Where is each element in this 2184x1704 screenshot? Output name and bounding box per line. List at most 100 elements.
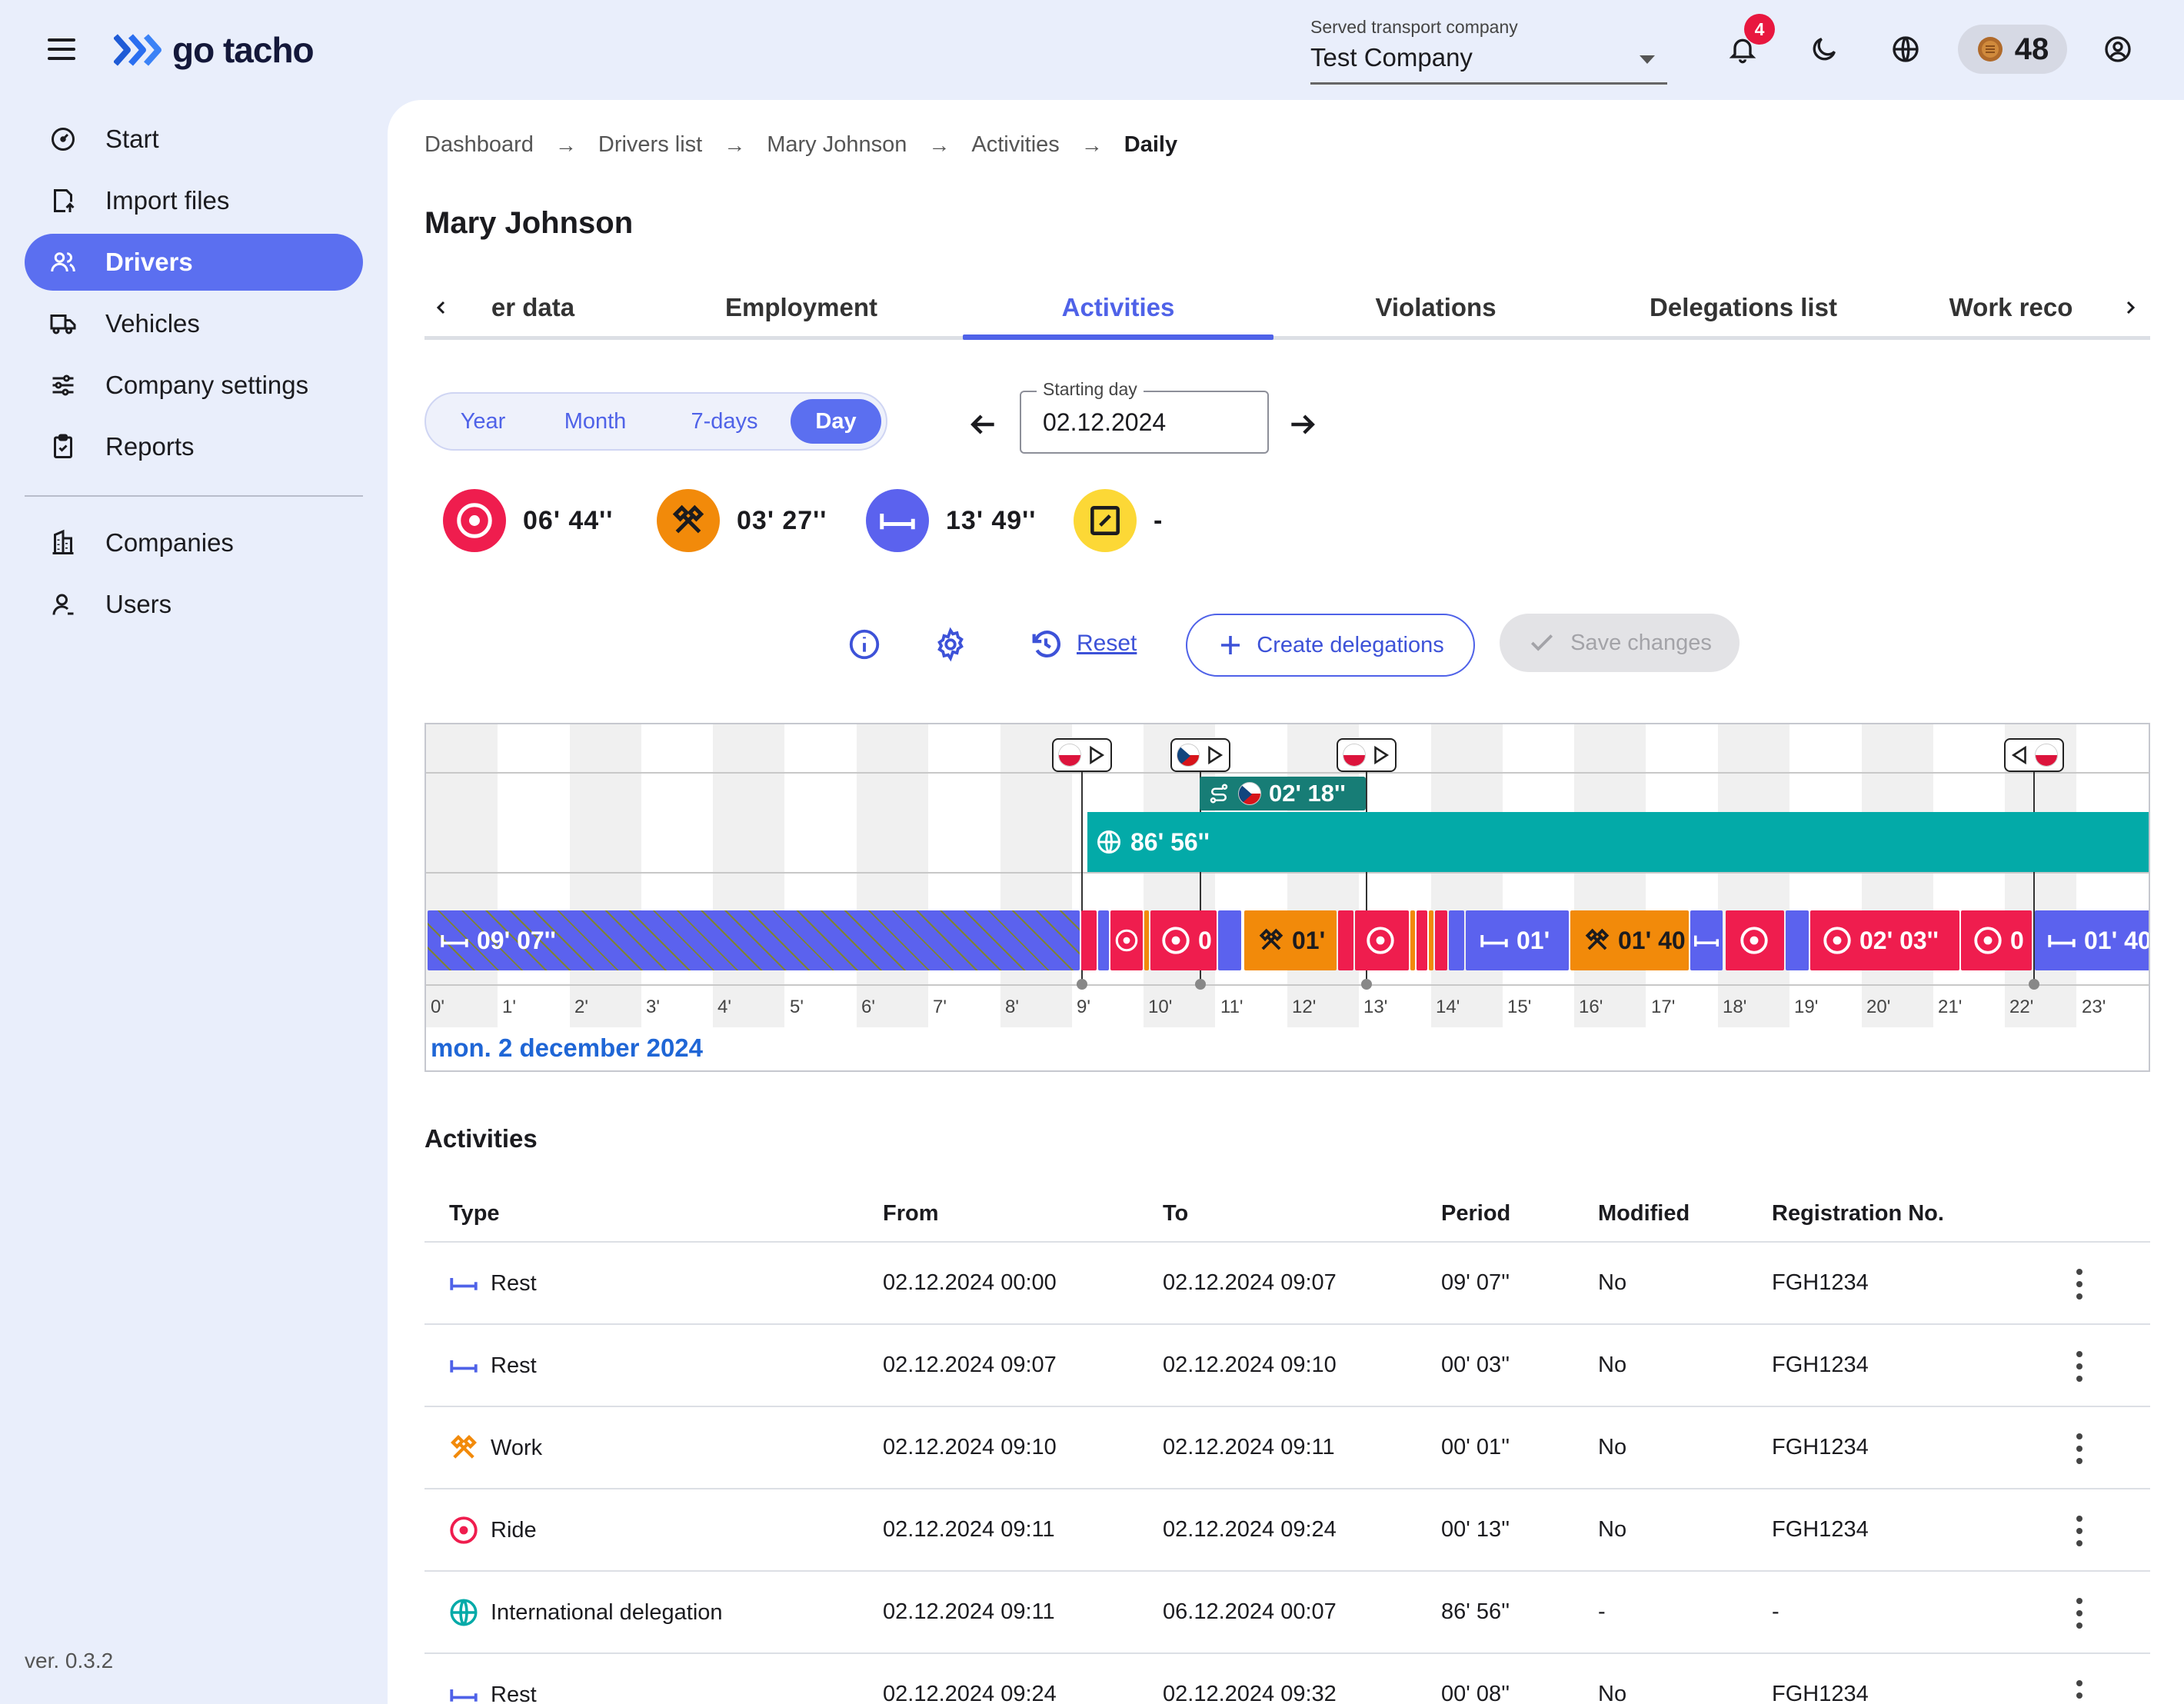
timeline-handle[interactable]	[2029, 979, 2039, 990]
arrow-right-icon[interactable]	[1286, 408, 1320, 441]
row-menu-icon[interactable]	[2064, 1430, 2095, 1467]
breadcrumb-activities[interactable]: Activities	[971, 132, 1060, 157]
sidebar-item-reports[interactable]: Reports	[25, 418, 363, 475]
activity-segment-rest[interactable]	[1690, 910, 1723, 970]
timeline-handle[interactable]	[1195, 979, 1206, 990]
column-header-registration[interactable]: Registration No.	[1772, 1201, 1944, 1226]
country-end-marker-pl[interactable]	[2004, 738, 2064, 772]
activity-segment-ride[interactable]	[1355, 910, 1409, 970]
table-row[interactable]: Rest 02.12.2024 09:07 02.12.2024 09:10 0…	[424, 1325, 2150, 1407]
tab-employment[interactable]: Employment	[724, 292, 878, 321]
activity-segment-ride[interactable]	[1110, 910, 1143, 970]
activity-segment-work[interactable]: 01'	[1244, 910, 1337, 970]
hamburger-menu-icon[interactable]	[48, 38, 75, 60]
cell-to: 02.12.2024 09:07	[1163, 1270, 1337, 1295]
period-selector: Year Month 7-days Day	[424, 392, 887, 451]
table-row[interactable]: Work 02.12.2024 09:10 02.12.2024 09:11 0…	[424, 1407, 2150, 1489]
column-header-from[interactable]: From	[883, 1201, 939, 1226]
activity-segment-ride[interactable]: 0	[1150, 910, 1217, 970]
sidebar-item-import-files[interactable]: Import files	[25, 172, 363, 229]
globe-language-icon[interactable]	[1886, 29, 1926, 69]
starting-day-field[interactable]: Starting day	[1020, 379, 1269, 454]
activity-segment-work[interactable]	[1144, 910, 1149, 970]
country-start-marker-pl[interactable]	[1337, 738, 1397, 772]
credits-chip[interactable]: 48	[1958, 25, 2067, 74]
moon-icon[interactable]	[1804, 29, 1844, 69]
column-header-period[interactable]: Period	[1441, 1201, 1511, 1226]
row-menu-icon[interactable]	[2064, 1595, 2095, 1632]
period-7-days[interactable]: 7-days	[691, 408, 758, 434]
activity-segment-ride[interactable]	[1338, 910, 1353, 970]
timeline-gridline	[426, 772, 2149, 774]
timeline-handle[interactable]	[1077, 979, 1087, 990]
timeline-handle[interactable]	[1361, 979, 1372, 990]
activity-segment-work[interactable]	[1429, 910, 1433, 970]
activity-segment-rest[interactable]: 09' 07''	[428, 910, 1080, 970]
create-delegations-button[interactable]: Create delegations	[1186, 614, 1475, 677]
cell-to: 02.12.2024 09:24	[1163, 1517, 1337, 1542]
bell-icon[interactable]	[1723, 29, 1763, 69]
breadcrumb-dashboard[interactable]: Dashboard	[424, 132, 534, 157]
cell-period: 09' 07''	[1441, 1270, 1510, 1295]
column-header-modified[interactable]: Modified	[1598, 1201, 1690, 1226]
activity-segment-ride[interactable]	[1726, 910, 1784, 970]
activity-segment-ride[interactable]: 02' 03''	[1810, 910, 1959, 970]
table-row[interactable]: International delegation 02.12.2024 09:1…	[424, 1572, 2150, 1654]
chevron-right-icon[interactable]	[2113, 291, 2147, 324]
info-icon[interactable]	[844, 624, 884, 664]
country-start-marker-cz[interactable]	[1170, 738, 1230, 772]
account-icon[interactable]	[2098, 29, 2138, 69]
starting-day-input[interactable]	[1043, 404, 1250, 440]
activity-segment-rest[interactable]	[1098, 910, 1109, 970]
activity-segment-ride[interactable]	[1417, 910, 1427, 970]
tab-driver-data[interactable]: er data	[491, 292, 575, 321]
tab-violations[interactable]: Violations	[1375, 292, 1497, 321]
company-select[interactable]: Served transport company Test Company	[1310, 17, 1667, 85]
activity-segment-rest[interactable]: 01'	[1466, 910, 1569, 970]
reset-link[interactable]: Reset	[1077, 631, 1137, 656]
table-row[interactable]: Rest 02.12.2024 09:24 02.12.2024 09:32 0…	[424, 1654, 2150, 1704]
work-icon	[451, 1435, 477, 1459]
breadcrumb-drivers-list[interactable]: Drivers list	[598, 132, 703, 157]
column-header-to[interactable]: To	[1163, 1201, 1189, 1226]
tab-delegations-list[interactable]: Delegations list	[1650, 292, 1837, 321]
period-day[interactable]: Day	[791, 399, 881, 444]
cell-to: 02.12.2024 09:32	[1163, 1682, 1337, 1704]
gear-icon[interactable]	[931, 624, 970, 664]
tab-work-records[interactable]: Work reco	[1949, 292, 2073, 321]
activity-segment-ride[interactable]	[1435, 910, 1447, 970]
row-menu-icon[interactable]	[2064, 1266, 2095, 1303]
activity-segment-ride[interactable]	[1081, 910, 1097, 970]
column-header-type[interactable]: Type	[449, 1201, 500, 1226]
activity-segment-ride[interactable]: 0	[1961, 910, 2032, 970]
breadcrumb-driver[interactable]: Mary Johnson	[767, 132, 907, 157]
sidebar-item-drivers[interactable]: Drivers	[25, 234, 363, 291]
row-menu-icon[interactable]	[2064, 1513, 2095, 1549]
sidebar-item-vehicles[interactable]: Vehicles	[25, 295, 363, 352]
chevron-left-icon[interactable]	[424, 291, 458, 324]
save-changes-button[interactable]: Save changes	[1500, 614, 1740, 672]
activity-segment-work[interactable]: 01' 40	[1570, 910, 1689, 970]
activity-segment-rest[interactable]	[1786, 910, 1809, 970]
row-menu-icon[interactable]	[2064, 1677, 2095, 1704]
sidebar-item-company-settings[interactable]: Company settings	[25, 357, 363, 414]
activity-segment-rest[interactable]: 01' 40	[2035, 910, 2149, 970]
row-menu-icon[interactable]	[2064, 1348, 2095, 1385]
logo[interactable]: go tacho	[114, 29, 315, 71]
country-start-marker-pl[interactable]	[1052, 738, 1112, 772]
sidebar-item-companies[interactable]: Companies	[25, 514, 363, 571]
period-year[interactable]: Year	[460, 408, 506, 434]
period-month[interactable]: Month	[564, 408, 627, 434]
sidebar-item-users[interactable]: Users	[25, 576, 363, 633]
activity-segment-rest[interactable]	[1449, 910, 1464, 970]
sidebar-item-start[interactable]: Start	[25, 111, 363, 168]
delegation-bar[interactable]: 86' 56''	[1087, 812, 2149, 872]
activity-segment-work[interactable]	[1410, 910, 1415, 970]
table-row[interactable]: Rest 02.12.2024 00:00 02.12.2024 09:07 0…	[424, 1243, 2150, 1325]
arrow-left-icon[interactable]	[966, 408, 1000, 441]
activity-segment-rest[interactable]	[1218, 910, 1241, 970]
table-row[interactable]: Ride 02.12.2024 09:11 02.12.2024 09:24 0…	[424, 1489, 2150, 1572]
reset-icon[interactable]	[1026, 624, 1066, 664]
border-crossing-bar[interactable]: 02' 18''	[1200, 777, 1366, 810]
tab-activities[interactable]: Activities	[1061, 292, 1175, 321]
